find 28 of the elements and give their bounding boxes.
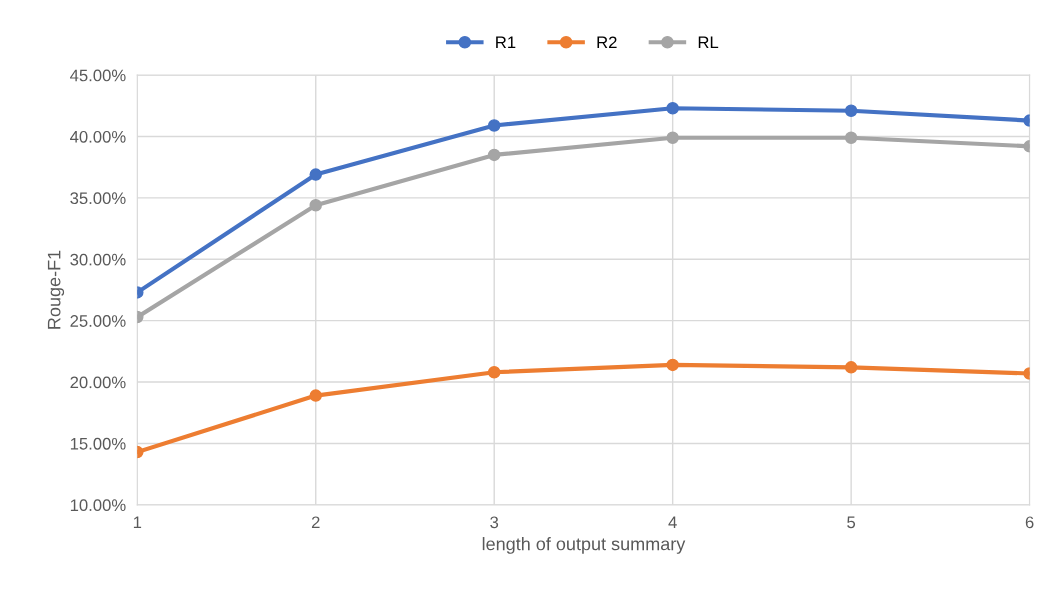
y-tick-label: 20.00% xyxy=(70,376,126,389)
y-tick-label: 10.00% xyxy=(70,499,126,512)
y-tick-label: 40.00% xyxy=(70,130,126,143)
point xyxy=(666,102,679,115)
x-tick-label: 3 xyxy=(490,516,499,529)
point xyxy=(666,358,679,372)
legend-label: R1 xyxy=(496,36,516,49)
y-tick-label: 45.00% xyxy=(70,69,126,82)
x-tick-label: 4 xyxy=(668,516,677,529)
x-tick-label: 6 xyxy=(1025,516,1034,529)
point xyxy=(844,131,858,144)
point xyxy=(844,361,858,374)
legend-label: R2 xyxy=(597,36,617,49)
legend-label: RL xyxy=(698,36,719,49)
y-tick-label: 25.00% xyxy=(70,315,126,327)
x-axis-title: length of output summary xyxy=(482,537,686,554)
y-tick-label: 15.00% xyxy=(70,437,126,450)
x-tick-label: 2 xyxy=(311,516,320,529)
y-tick-label: 30.00% xyxy=(70,253,126,266)
point xyxy=(844,104,858,117)
x-tick-label: 5 xyxy=(847,516,856,529)
point xyxy=(487,119,501,132)
point xyxy=(487,148,501,162)
point xyxy=(487,365,501,379)
x-tick-label: 1 xyxy=(133,516,142,529)
point xyxy=(666,131,679,144)
y-tick-label: 35.00% xyxy=(70,192,126,205)
y-axis-title: Rouge-F1 xyxy=(47,250,65,329)
